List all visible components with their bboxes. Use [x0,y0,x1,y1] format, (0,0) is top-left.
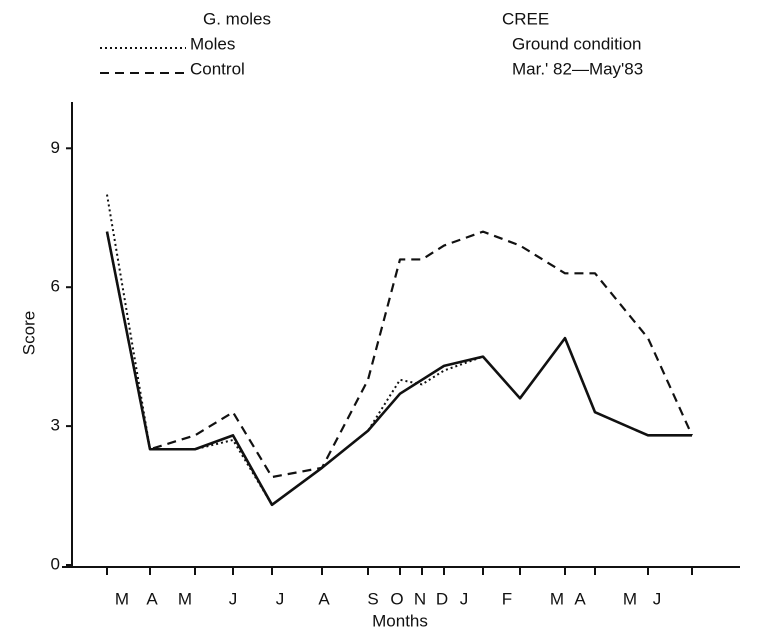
x-tick-label: M [550,589,564,608]
y-tick-label: 0 [51,554,60,573]
x-tick-label: J [276,589,285,608]
annotation: Mar.' 82—May'83 [512,59,643,78]
y-tick-label: 3 [51,416,60,435]
annotation: CREE [502,9,549,28]
x-tick-label: M [623,589,637,608]
x-tick-label: M [178,589,192,608]
x-axis-label: Months [372,611,428,630]
legend-label: Control [190,59,245,78]
x-tick-label: A [574,589,586,608]
y-axis-label: Score [19,311,38,355]
x-tick-label: D [436,589,448,608]
x-tick-label: M [115,589,129,608]
x-tick-label: O [390,589,403,608]
x-tick-label: J [229,589,238,608]
y-tick-label: 6 [51,277,60,296]
legend-label: G. moles [203,9,271,28]
legend-label: Moles [190,34,235,53]
series-line [105,231,692,507]
annotation: Ground condition [512,34,641,53]
x-tick-label: J [460,589,469,608]
x-tick-label: F [502,589,512,608]
series-line [106,194,692,506]
x-tick-label: A [146,589,158,608]
x-tick-label: A [318,589,330,608]
series-line [105,230,694,479]
y-tick-label: 9 [51,138,60,157]
x-tick-label: J [653,589,662,608]
x-tick-label: S [367,589,378,608]
x-tick-label: N [414,589,426,608]
